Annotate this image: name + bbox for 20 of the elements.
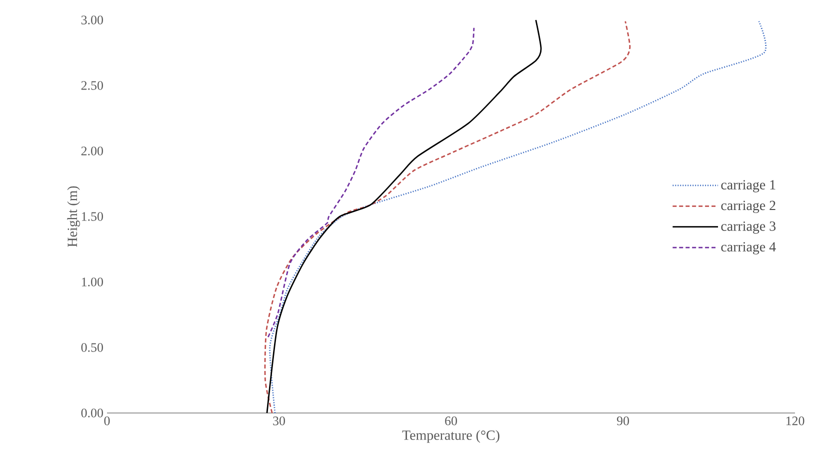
y-tick-label: 0.50 [81, 343, 103, 352]
x-tick-label: 60 [445, 416, 457, 426]
legend-label: carriage 1 [721, 180, 776, 192]
legend-label: carriage 4 [721, 242, 776, 254]
legend-label: carriage 3 [721, 221, 776, 234]
y-axis-title: Height (m) [67, 186, 80, 247]
x-axis-title: Temperature (°C) [402, 430, 500, 443]
y-tick-label: 1.00 [82, 278, 103, 286]
y-tick-label: 3.00 [81, 16, 103, 24]
x-tick-label: 30 [273, 416, 285, 426]
y-tick-label: 1.50 [82, 212, 103, 221]
x-tick-label: 120 [786, 416, 804, 426]
legend-label: carriage 2 [721, 200, 776, 214]
y-tick-label: 2.00 [81, 146, 103, 156]
x-tick-label: 0 [104, 416, 110, 426]
x-tick-label: 90 [616, 416, 629, 426]
line-series [264, 20, 631, 414]
y-tick-label: 0.00 [81, 408, 103, 418]
y-tick-label: 2.50 [81, 81, 103, 90]
line-series [267, 27, 475, 338]
